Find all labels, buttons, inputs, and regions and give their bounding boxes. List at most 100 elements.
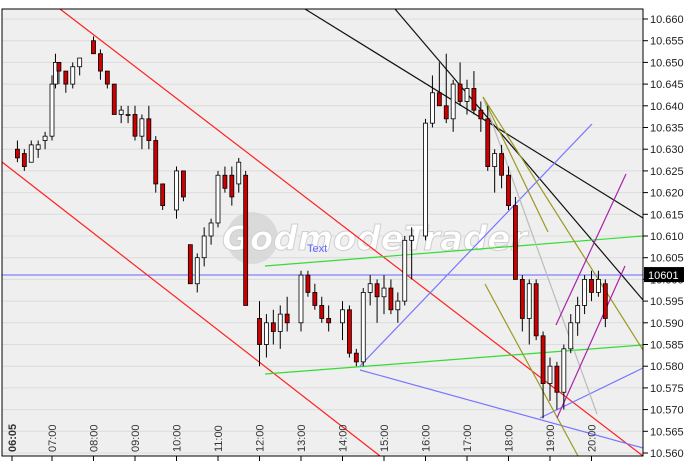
candle [526, 279, 532, 345]
trendline-olive[interactable] [482, 96, 549, 233]
candle [132, 105, 138, 141]
candle [201, 227, 207, 267]
candle [492, 149, 498, 193]
y-tick-label: 10.610 [650, 231, 684, 243]
x-tick-label: 13:00 [296, 424, 308, 452]
y-tick-label: 10.645 [650, 79, 684, 91]
x-tick-label: 06:05 [7, 424, 19, 452]
candle [589, 270, 594, 302]
annotation-text[interactable]: Text [307, 243, 327, 255]
candle [125, 105, 131, 124]
x-tick-label: 18:00 [504, 424, 516, 452]
x-tick-label: 07:00 [47, 424, 59, 452]
candle [111, 83, 117, 115]
y-tick-label: 10.585 [650, 340, 684, 352]
y-tick-label: 10.630 [650, 144, 684, 156]
x-tick-label: 16:00 [421, 424, 433, 452]
y-tick-label: 10.660 [650, 14, 684, 26]
candle [42, 131, 48, 150]
candle [56, 62, 62, 85]
grid-lines [2, 18, 643, 454]
trendline-blue[interactable] [539, 367, 644, 419]
candle [436, 62, 442, 107]
candle [347, 305, 352, 358]
trendline-purple[interactable] [556, 265, 626, 419]
candle [374, 279, 380, 323]
y-tick-label: 10.615 [650, 209, 684, 221]
candle [174, 166, 179, 219]
candle [402, 236, 408, 306]
candle [257, 301, 262, 367]
candle [312, 283, 318, 310]
trendline-red[interactable] [59, 8, 644, 457]
candle [91, 36, 96, 55]
trendline-olive[interactable] [482, 96, 644, 351]
candle [471, 71, 477, 115]
candle [478, 101, 484, 132]
candle [547, 357, 553, 401]
candles [15, 36, 608, 419]
candle [53, 53, 58, 89]
trendline-green[interactable] [264, 344, 644, 375]
x-tick-label: 10:00 [172, 424, 184, 452]
trendline-blue[interactable] [359, 369, 644, 449]
y-tick-label: 10.620 [650, 188, 684, 200]
x-tick-label: 15:00 [379, 424, 391, 452]
candle [160, 183, 166, 210]
candle [423, 118, 428, 241]
y-tick-label: 10.650 [650, 57, 684, 69]
trendline-red[interactable] [1, 161, 381, 457]
x-tick-label: 11:00 [213, 425, 225, 452]
candle [395, 292, 401, 323]
trendline-olive[interactable] [484, 283, 579, 457]
trendlines[interactable] [1, 8, 644, 457]
candle [77, 57, 83, 76]
candle [554, 361, 560, 410]
candle [146, 105, 152, 150]
watermark: GodmodeTrader [222, 212, 530, 264]
candle [561, 344, 567, 410]
candle [277, 305, 283, 349]
trendline-blue[interactable] [359, 123, 593, 367]
time-axis[interactable]: 06:05 07:00 08:00 09:00 10:00 11:00 12:00 13:00… [7, 424, 599, 461]
candle [575, 296, 581, 336]
y-tick-label: 10.635 [650, 123, 684, 135]
candle [35, 140, 41, 158]
y-tick-label: 10.560 [650, 448, 684, 460]
candle [513, 196, 518, 280]
candle [98, 49, 103, 80]
y-tick-label: 10.640 [650, 101, 684, 113]
candle [457, 62, 463, 106]
candle [540, 331, 546, 419]
candle [388, 279, 394, 315]
candle [139, 114, 145, 150]
candle [222, 166, 228, 193]
x-tick-label: 20:00 [587, 424, 599, 452]
candle [353, 348, 359, 367]
candle [319, 296, 325, 323]
candle [236, 157, 242, 193]
trendline-purple[interactable] [555, 173, 627, 326]
x-tick-label: 19:00 [545, 424, 557, 452]
candle [506, 166, 511, 210]
candle [340, 301, 345, 341]
x-tick-label: 09:00 [130, 424, 142, 452]
x-tick-label: 08:00 [89, 424, 101, 452]
trendline-green[interactable] [264, 235, 644, 267]
candle [181, 170, 186, 202]
candle [264, 314, 269, 358]
y-tick-label: 10.580 [650, 361, 684, 373]
candle [582, 275, 587, 315]
candle [409, 227, 415, 280]
price-axis[interactable]: 10.660 10.655 10.650 10.645 10.640 10.635 10.6… [643, 14, 684, 460]
trendline-gray[interactable] [483, 99, 598, 415]
candle [118, 105, 124, 124]
candle [519, 275, 525, 332]
x-tick-label: 14:00 [338, 424, 350, 452]
candle [596, 270, 601, 297]
candle [284, 296, 290, 332]
candle [243, 170, 249, 306]
candle [533, 279, 539, 341]
candle [443, 53, 449, 124]
